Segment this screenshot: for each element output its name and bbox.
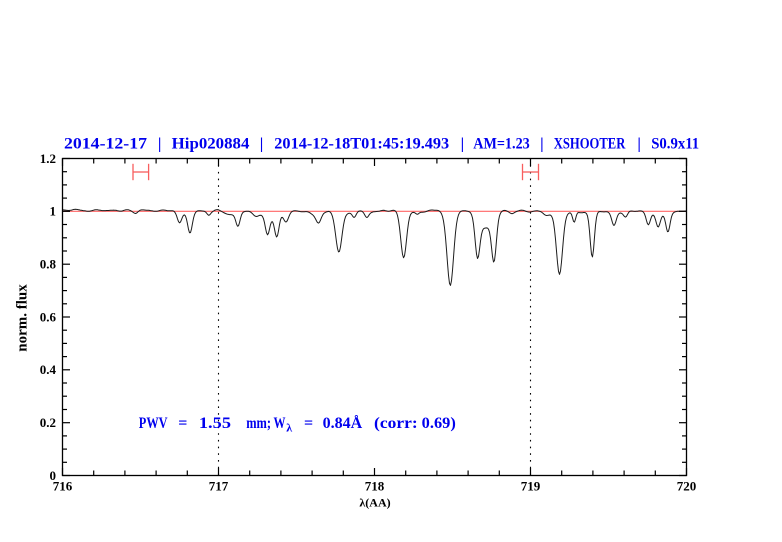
svg-text:PWV: PWV [139, 415, 168, 432]
svg-text:|: | [540, 135, 544, 152]
svg-text:λ(AA): λ(AA) [359, 496, 390, 510]
svg-text:0.4: 0.4 [40, 362, 57, 377]
svg-text:W: W [274, 415, 286, 432]
svg-text:(corr:: (corr: [374, 415, 418, 432]
svg-text:AM=1.23: AM=1.23 [473, 135, 530, 152]
svg-text:2014-12-18T01:45:19.493: 2014-12-18T01:45:19.493 [274, 135, 449, 152]
svg-text:2014-12-17: 2014-12-17 [64, 135, 147, 152]
svg-text:Hip020884: Hip020884 [172, 135, 250, 152]
svg-text:1.2: 1.2 [40, 151, 56, 166]
svg-text:λ: λ [286, 420, 292, 434]
svg-text:1: 1 [50, 204, 57, 219]
svg-text:XSHOOTER: XSHOOTER [554, 135, 626, 152]
svg-text:|: | [637, 135, 641, 152]
svg-text:mm;: mm; [246, 415, 271, 432]
svg-text:0.8: 0.8 [40, 257, 57, 272]
svg-text:0.2: 0.2 [40, 415, 56, 430]
svg-text:S0.9x11: S0.9x11 [651, 135, 699, 152]
svg-text:0: 0 [50, 468, 57, 483]
svg-text:norm. flux: norm. flux [15, 284, 31, 352]
svg-text:718: 718 [365, 479, 385, 494]
svg-text:=: = [304, 415, 313, 432]
svg-text:=: = [178, 415, 187, 432]
svg-text:|: | [158, 135, 162, 152]
svg-text:717: 717 [209, 479, 229, 494]
svg-text:0.84Å: 0.84Å [323, 414, 363, 432]
svg-text:716: 716 [53, 479, 73, 494]
svg-text:0.69): 0.69) [422, 415, 456, 432]
svg-text:|: | [260, 135, 264, 152]
svg-text:0.6: 0.6 [40, 309, 57, 324]
svg-text:|: | [461, 135, 465, 152]
svg-text:720: 720 [677, 479, 697, 494]
svg-text:1.55: 1.55 [199, 415, 231, 432]
svg-text:719: 719 [521, 479, 541, 494]
